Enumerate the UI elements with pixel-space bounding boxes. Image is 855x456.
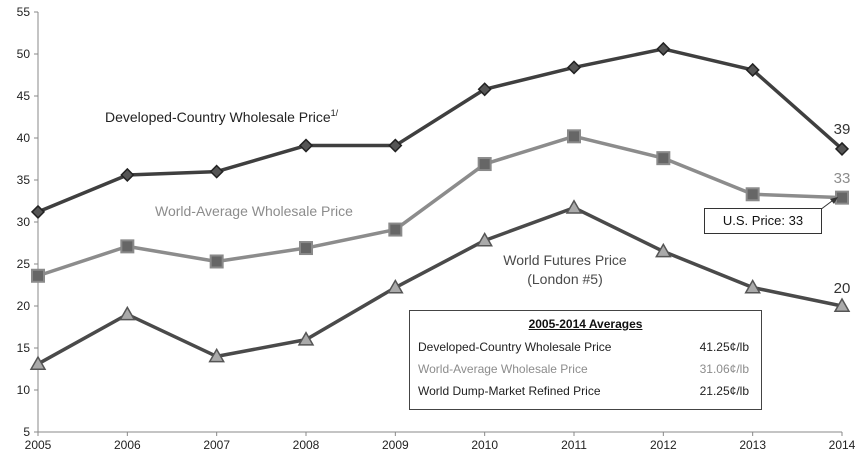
y-tick-label: 55 (17, 5, 31, 19)
x-tick-label: 2014 (829, 438, 855, 452)
y-tick-label: 15 (17, 341, 31, 355)
us-price-callout: U.S. Price: 33 (704, 208, 822, 234)
data-point-triangle (476, 231, 493, 247)
data-point-square (31, 268, 45, 283)
data-point-square (567, 129, 581, 144)
series-1 (30, 41, 850, 219)
label-layer: Developed-Country Wholesale Price1/ Worl… (105, 108, 850, 297)
data-point-triangle (208, 347, 225, 363)
data-point-diamond (120, 167, 135, 183)
series-line (37, 47, 844, 214)
x-tick-label: 2011 (561, 438, 587, 452)
data-point-diamond (656, 41, 671, 57)
end-label-futures: 20 (834, 280, 851, 297)
data-point-square (299, 241, 313, 256)
data-point-diamond (209, 164, 224, 179)
x-tick-label: 2008 (293, 438, 320, 452)
end-label-world-average: 33 (834, 170, 851, 187)
data-point-triangle (655, 242, 672, 258)
y-tick-label: 50 (17, 47, 31, 61)
data-point-square (656, 151, 671, 166)
averages-row-value: 31.06¢/lb (699, 362, 749, 376)
data-point-square (209, 254, 224, 269)
data-point-square (835, 190, 849, 205)
series-2 (31, 129, 849, 283)
averages-row-value: 41.25¢/lb (699, 340, 749, 354)
averages-row-name: Developed-Country Wholesale Price (418, 340, 612, 354)
y-tick-label: 20 (17, 299, 31, 313)
series-line (37, 205, 843, 366)
axes: 5 10 15 20 25 30 35 40 45 50 55 2005 2006 2007 2008 200… (17, 5, 855, 452)
data-point-diamond (388, 138, 403, 153)
averages-legend-box: 2005-2014 Averages Developed-Country Who… (409, 310, 762, 410)
data-point-diamond (566, 60, 582, 75)
data-point-diamond (745, 62, 760, 78)
data-point-square (477, 157, 492, 172)
data-point-square (388, 222, 403, 237)
series-label-futures: World Futures Price (503, 252, 627, 268)
data-point-diamond (298, 138, 314, 153)
x-tick-label: 2009 (382, 438, 409, 452)
series-line (37, 134, 843, 278)
y-tick-label: 5 (23, 425, 30, 439)
averages-row-name: World Dump-Market Refined Price (418, 384, 601, 398)
x-tick-label: 2010 (471, 438, 498, 452)
data-point-triangle (297, 331, 315, 346)
x-tick-label: 2007 (203, 438, 230, 452)
series-label-world-average: World-Average Wholesale Price (155, 203, 353, 219)
y-tick-label: 40 (17, 131, 31, 145)
data-point-triangle (833, 297, 851, 312)
x-tick-label: 2012 (650, 438, 677, 452)
data-point-triangle (387, 279, 404, 294)
y-tick-label: 25 (17, 257, 31, 271)
data-point-diamond (477, 82, 492, 97)
callout-arrowhead (830, 197, 838, 204)
y-tick-label: 10 (17, 383, 31, 397)
averages-row-value: 21.25¢/lb (699, 384, 749, 398)
data-point-square (120, 239, 135, 254)
y-tick-label: 30 (17, 215, 31, 229)
series-label-futures-sub: (London #5) (527, 271, 603, 287)
data-point-diamond (834, 141, 850, 156)
series-layer (29, 41, 851, 370)
data-point-triangle (744, 279, 761, 294)
y-tick-label: 35 (17, 173, 31, 187)
x-tick-label: 2013 (739, 438, 766, 452)
data-point-triangle (565, 199, 583, 214)
data-point-square (745, 187, 760, 202)
data-point-diamond (30, 204, 46, 219)
end-label-developed: 39 (834, 121, 851, 138)
x-tick-label: 2005 (25, 438, 52, 452)
series-3 (29, 199, 851, 370)
series-label-developed: Developed-Country Wholesale Price1/ (105, 108, 339, 125)
footnote-marker: 1/ (331, 108, 339, 118)
x-tick-label: 2006 (114, 438, 141, 452)
data-point-triangle (119, 305, 136, 321)
averages-title: 2005-2014 Averages (528, 317, 643, 331)
averages-row-name: World-Average Wholesale Price (418, 362, 588, 376)
y-tick-label: 45 (17, 89, 31, 103)
data-point-triangle (29, 355, 47, 370)
